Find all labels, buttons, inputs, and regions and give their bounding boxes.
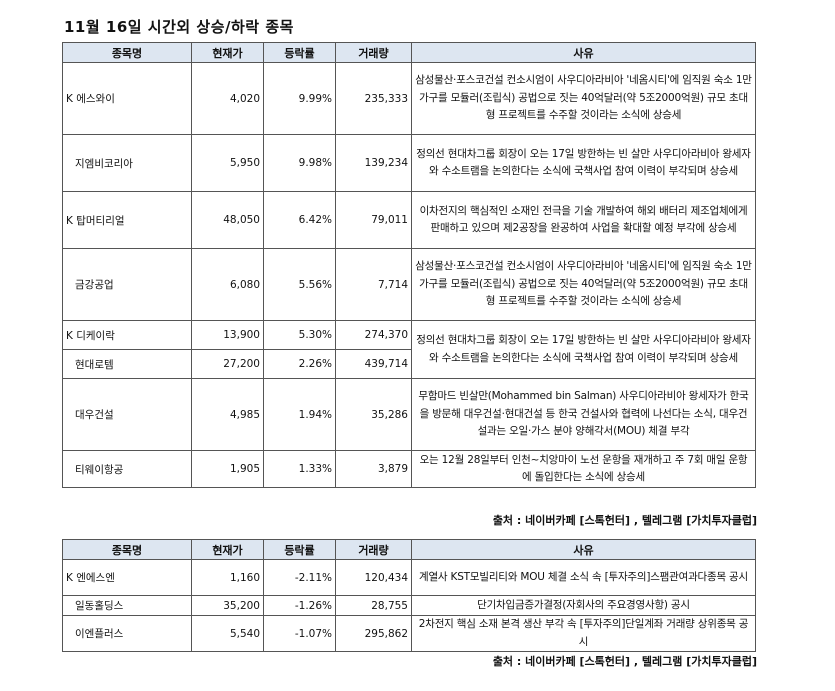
stock-price: 13,900 [191, 320, 264, 350]
page-title: 11월 16일 시간외 상승/하락 종목 [64, 18, 294, 36]
stock-price: 4,020 [191, 62, 264, 135]
table-row: 금강공업 6,080 5.56% 7,714 삼성물산·포스코건설 컨소시엄이 … [62, 248, 756, 321]
table-row: 일동홀딩스 35,200 -1.26% 28,755 단기차입금증가결정(자회사… [62, 595, 756, 616]
stock-price: 27,200 [191, 349, 264, 379]
stock-reason: 단기차입금증가결정(자회사의 주요경영사항) 공시 [411, 595, 756, 616]
stock-price: 48,050 [191, 191, 264, 249]
stock-rate: 9.98% [263, 134, 336, 192]
stock-price: 1,905 [191, 450, 264, 488]
source-note: 출처 : 네이버카페 [스톡헌터] , 텔레그램 [가치투자클럽] [492, 655, 757, 668]
rise-table: 종목명 현재가 등락률 거래량 사유 K 에스와이 4,020 9.99% 23… [62, 42, 756, 488]
stock-reason: 이차전지의 핵심적인 소재인 전극을 기술 개발하여 해외 배터리 제조업체에게… [411, 191, 756, 249]
stock-price: 5,950 [191, 134, 264, 192]
stock-volume: 35,286 [335, 378, 412, 451]
stock-reason: 삼성물산·포스코건설 컨소시엄이 사우디아라비아 '네옴시티'에 임직원 숙소 … [411, 248, 756, 321]
stock-price: 5,540 [191, 615, 264, 652]
stock-rate: 1.94% [263, 378, 336, 451]
header-name: 종목명 [62, 42, 192, 63]
stock-reason: 무함마드 빈살만(Mohammed bin Salman) 사우디아라비아 왕세… [411, 378, 756, 451]
stock-reason: 오는 12월 28일부터 인천~치앙마이 노선 운항을 재개하고 주 7회 매일… [411, 450, 756, 488]
stock-price: 4,985 [191, 378, 264, 451]
table-row: K 탑머티리얼 48,050 6.42% 79,011 이차전지의 핵심적인 소… [62, 191, 756, 249]
stock-reason: 정의선 현대차그룹 회장이 오는 17일 방한하는 빈 살만 사우디아라비아 왕… [411, 320, 756, 379]
stock-name: 현대로템 [62, 349, 192, 379]
stock-name: 이엔플러스 [62, 615, 192, 652]
table-row: K 디케이락 13,900 5.30% 274,370 정의선 현대차그룹 회장… [62, 320, 756, 379]
stock-rate: 5.56% [263, 248, 336, 321]
stock-name: 대우건설 [62, 378, 192, 451]
stock-rate: 6.42% [263, 191, 336, 249]
table-row: 티웨이항공 1,905 1.33% 3,879 오는 12월 28일부터 인천~… [62, 450, 756, 488]
stock-volume: 7,714 [335, 248, 412, 321]
stock-price: 6,080 [191, 248, 264, 321]
stock-volume: 3,879 [335, 450, 412, 488]
table-header-row: 종목명 현재가 등락률 거래량 사유 [62, 42, 756, 63]
header-rate: 등락률 [263, 539, 336, 560]
header-volume: 거래량 [335, 539, 412, 560]
stock-name: K 에스와이 [62, 62, 192, 135]
table-row: 이엔플러스 5,540 -1.07% 295,862 2차전지 핵심 소재 본격… [62, 615, 756, 652]
stock-volume: 235,333 [335, 62, 412, 135]
stock-volume: 139,234 [335, 134, 412, 192]
stock-rate: -2.11% [263, 559, 336, 596]
header-volume: 거래량 [335, 42, 412, 63]
header-price: 현재가 [191, 539, 264, 560]
stock-volume: 28,755 [335, 595, 412, 616]
stock-rate: 1.33% [263, 450, 336, 488]
fall-table: 종목명 현재가 등락률 거래량 사유 K 엔에스엔 1,160 -2.11% 1… [62, 539, 756, 652]
stock-volume: 120,434 [335, 559, 412, 596]
table-row: 대우건설 4,985 1.94% 35,286 무함마드 빈살만(Mohamme… [62, 378, 756, 451]
stock-name: K 엔에스엔 [62, 559, 192, 596]
stock-name: K 탑머티리얼 [62, 191, 192, 249]
table-row: 지엠비코리아 5,950 9.98% 139,234 정의선 현대차그룹 회장이… [62, 134, 756, 192]
stock-rate: 5.30% [263, 320, 336, 350]
header-rate: 등락률 [263, 42, 336, 63]
source-note: 출처 : 네이버카페 [스톡헌터] , 텔레그램 [가치투자클럽] [492, 514, 757, 527]
stock-name: 지엠비코리아 [62, 134, 192, 192]
stock-rate: -1.07% [263, 615, 336, 652]
stock-rate: 9.99% [263, 62, 336, 135]
header-reason: 사유 [411, 539, 756, 560]
header-name: 종목명 [62, 539, 192, 560]
stock-price: 35,200 [191, 595, 264, 616]
stock-name: 금강공업 [62, 248, 192, 321]
stock-volume: 79,011 [335, 191, 412, 249]
table-row: K 엔에스엔 1,160 -2.11% 120,434 계열사 KST모빌리티와… [62, 559, 756, 596]
stock-volume: 295,862 [335, 615, 412, 652]
stock-reason: 계열사 KST모빌리티와 MOU 체결 소식 속 [투자주의]스팸관여과다종목 … [411, 559, 756, 596]
stock-name: 일동홀딩스 [62, 595, 192, 616]
stock-reason: 2차전지 핵심 소재 본격 생산 부각 속 [투자주의]단일계좌 거래량 상위종… [411, 615, 756, 652]
stock-reason: 정의선 현대차그룹 회장이 오는 17일 방한하는 빈 살만 사우디아라비아 왕… [411, 134, 756, 192]
stock-volume: 274,370 [335, 320, 412, 350]
table-row: 현대로템 27,200 2.26% 439,714 [62, 349, 756, 379]
stock-reason: 삼성물산·포스코건설 컨소시엄이 사우디아라비아 '네옴시티'에 임직원 숙소 … [411, 62, 756, 135]
stock-volume: 439,714 [335, 349, 412, 379]
table-header-row: 종목명 현재가 등락률 거래량 사유 [62, 539, 756, 560]
stock-price: 1,160 [191, 559, 264, 596]
table-row: K 에스와이 4,020 9.99% 235,333 삼성물산·포스코건설 컨소… [62, 62, 756, 135]
header-reason: 사유 [411, 42, 756, 63]
stock-rate: -1.26% [263, 595, 336, 616]
header-price: 현재가 [191, 42, 264, 63]
stock-rate: 2.26% [263, 349, 336, 379]
stock-name: 티웨이항공 [62, 450, 192, 488]
stock-name: K 디케이락 [62, 320, 192, 350]
